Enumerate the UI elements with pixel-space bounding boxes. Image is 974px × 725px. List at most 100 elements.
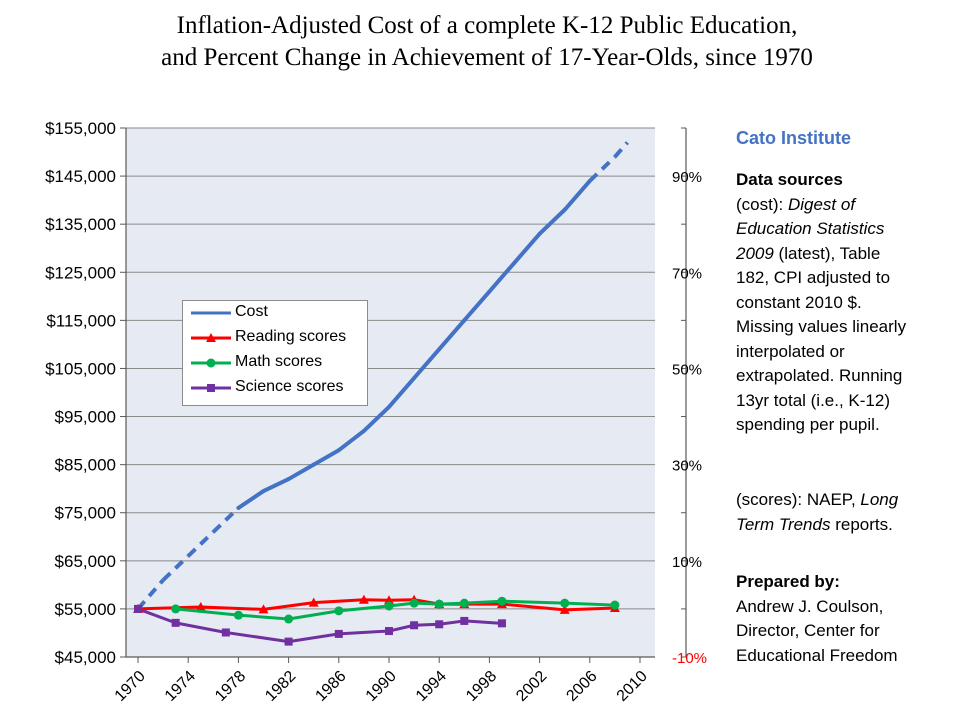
- series-science-scores-point: [410, 621, 419, 630]
- series-science-scores-point: [134, 604, 142, 613]
- series-cost-segment: [136, 578, 165, 611]
- y-left-tick-label: $135,000: [45, 215, 116, 234]
- series-cost-segment: [512, 231, 542, 265]
- y-right-tick-label: 10%: [672, 554, 702, 571]
- legend-swatch-reading: [191, 333, 231, 342]
- series-cost-segment: [361, 404, 391, 433]
- series-science-scores-point: [497, 619, 506, 628]
- legend-label-science: Science scores: [235, 378, 344, 395]
- author-name: Andrew J. Coulson,: [736, 596, 884, 616]
- series-cost-segment: [562, 178, 592, 212]
- series-cost-segment: [261, 477, 291, 494]
- y-left-tick-label: $125,000: [45, 263, 116, 282]
- y-left-tick-label: $155,000: [45, 119, 116, 138]
- sidebar-org: Cato Institute: [736, 126, 968, 152]
- legend-label-reading: Reading scores: [235, 328, 347, 345]
- x-tick-label: 1994: [413, 668, 450, 705]
- x-tick-label: 1990: [363, 668, 400, 705]
- legend-label-math: Math scores: [235, 353, 323, 370]
- series-science-scores-point: [284, 637, 293, 646]
- cost-source-title: Digest of: [787, 194, 856, 214]
- scores-source-block: (scores): NAEP, Long Term Trends reports…: [736, 488, 968, 537]
- legend-swatch-math: [191, 358, 231, 368]
- series-cost-segment: [311, 448, 341, 467]
- legend-item-reading: Reading scores: [183, 327, 369, 349]
- y-left-tick-label: $145,000: [45, 167, 116, 186]
- scores-source-text: reports.: [830, 514, 893, 534]
- series-cost-segment: [387, 376, 417, 409]
- series-cost-segment: [186, 530, 215, 558]
- series-science-scores-point: [171, 618, 180, 627]
- prepared-by-block: Prepared by: Andrew J. Coulson, Director…: [736, 570, 968, 668]
- x-tick-label: 1974: [162, 668, 199, 705]
- series-cost-segment: [588, 155, 617, 183]
- y-right-tick-label: 30%: [672, 458, 702, 475]
- legend-item-cost: Cost: [183, 302, 369, 324]
- legend-item-science: Science scores: [183, 377, 369, 399]
- series-cost-segment: [613, 141, 629, 159]
- series-cost-segment: [487, 260, 517, 294]
- cost-source-title: Education Statistics: [736, 219, 885, 238]
- cost-source-text: (cost):: [736, 194, 788, 214]
- y-left-tick-label: $115,000: [46, 311, 116, 330]
- cost-source-text: constant 2010 $.: [736, 292, 862, 312]
- cost-source-text: interpolated or: [736, 341, 845, 361]
- series-reading-scores-point: [559, 604, 570, 614]
- author-title: Director, Center for: [736, 621, 880, 640]
- series-cost-segment: [211, 506, 240, 534]
- y-left-tick-label: $65,000: [55, 552, 116, 571]
- series-reading-scores-point: [195, 601, 206, 611]
- x-tick-label: 1986: [312, 668, 349, 705]
- scores-source-title: Term Trends: [736, 514, 831, 534]
- x-tick-label: 2010: [614, 668, 651, 705]
- series-math-scores-point: [459, 598, 469, 608]
- cost-source-text: spending per pupil.: [736, 415, 880, 434]
- series-science-scores-line: [137, 607, 503, 644]
- data-sources-heading: Data sources: [736, 170, 843, 189]
- org-name: Cato Institute: [736, 128, 851, 148]
- series-reading-scores-line: [137, 598, 615, 612]
- series-reading-scores-point: [258, 604, 269, 614]
- series-math-scores-point: [409, 598, 419, 608]
- cost-source-text: (latest), Table: [773, 243, 881, 263]
- series-math-scores-point: [284, 614, 294, 624]
- series-cost-segment: [161, 554, 190, 582]
- y-left-tick-label: $105,000: [45, 359, 116, 378]
- series-science-scores-point: [221, 628, 230, 637]
- series-cost-segment: [437, 318, 467, 352]
- cost-source-text: 182, CPI adjusted to: [736, 268, 891, 287]
- legend-label-cost: Cost: [235, 303, 268, 320]
- y-left-tick-label: $95,000: [55, 408, 116, 427]
- x-tick-label: 2002: [513, 668, 550, 705]
- series-math-scores-point: [334, 606, 344, 616]
- chart-title-line-2: and Percent Change in Achievement of 17-…: [161, 44, 813, 71]
- cost-source-text: Missing values linearly: [736, 317, 907, 336]
- chart-legend: Cost Reading scores Math scores Science …: [182, 300, 368, 406]
- legend-swatch-science: [191, 384, 231, 392]
- series-reading-scores-point: [308, 597, 319, 607]
- series-science-scores-point: [460, 616, 469, 625]
- y-left-tick-label: $45,000: [55, 648, 116, 667]
- prepared-by-heading: Prepared by:: [736, 572, 840, 591]
- y-right-tick-label: 90%: [672, 169, 702, 186]
- series-cost-segment: [412, 347, 442, 381]
- series-science-scores-point: [435, 620, 444, 629]
- series-reading-scores-point: [358, 594, 369, 604]
- series-math-scores-point: [434, 599, 444, 609]
- y-right-tick-label: 50%: [672, 361, 702, 378]
- chart-title: Inflation-Adjusted Cost of a complete K-…: [0, 10, 974, 74]
- series-math-scores-point: [384, 601, 394, 611]
- cost-source-text: extrapolated. Running: [736, 366, 903, 385]
- y-left-tick-label: $55,000: [55, 600, 116, 619]
- cost-source-title: 2009: [736, 243, 774, 263]
- author-org: Educational Freedom: [736, 645, 898, 665]
- x-tick-label: 2006: [563, 668, 600, 705]
- data-sources-block: Data sources (cost): Digest of Education…: [736, 168, 968, 438]
- x-tick-label: 1982: [262, 668, 299, 705]
- x-tick-label: 1970: [112, 668, 149, 705]
- chart-title-line-1: Inflation-Adjusted Cost of a complete K-…: [176, 12, 798, 39]
- legend-swatch-cost: [191, 311, 231, 315]
- series-math-scores-point: [171, 604, 181, 614]
- scores-source-text: (scores): NAEP,: [736, 490, 861, 509]
- y-left-tick-label: $75,000: [55, 504, 116, 523]
